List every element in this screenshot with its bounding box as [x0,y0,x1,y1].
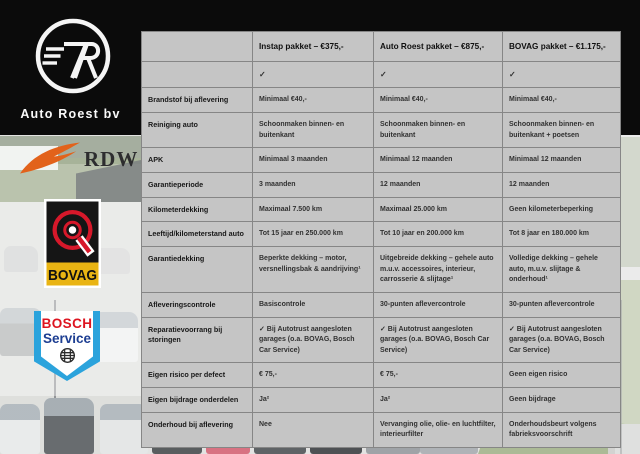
row-value: Minimaal 12 maanden [374,148,503,173]
table-row: Garantieperiode 3 maanden 12 maanden 12 maa… [142,172,621,198]
table-row: Reparatievoorrang bij storingen ✓ Bij Aut… [142,317,621,364]
table-row: Afleveringscontrole Basiscontrole 30-punte… [142,292,621,318]
parked-car [100,404,148,454]
comparison-table: Instap pakket – €375,- Auto Roest pakket… [141,31,621,448]
bovag-logo: BOVAG [44,199,101,293]
row-value: ✓ Bij Autotrust aangesloten garages (o.a… [374,317,503,364]
auto-roest-monogram-icon [35,18,111,94]
bosch-armature-icon [59,347,75,364]
row-value: Ja² [253,387,374,413]
row-value: Schoonmaken binnen- en buitenkant [374,113,503,149]
row-value: Minimaal 3 maanden [253,148,374,173]
row-label: Eigen bijdrage onderdelen [142,387,253,413]
row-value: Schoonmaken binnen- en buitenkant + poet… [503,113,621,149]
row-value: Vervanging olie, olie- en luchtfilter, i… [374,412,503,448]
row-value: Schoonmaken binnen- en buitenkant [253,113,374,149]
parked-car [44,398,94,454]
package-column-header-bovag: BOVAG pakket – €1.175,- [503,32,621,63]
rdw-wing-icon [20,142,81,174]
rdw-text: RDW [84,146,139,171]
row-value: € 75,- [253,363,374,388]
parked-car [0,404,40,454]
row-value: Basiscontrole [253,292,374,318]
row-value: Maximaal 25.000 km [374,197,503,223]
row-value: Tot 10 jaar en 200.000 km [374,222,503,248]
row-value: Uitgebreide dekking – gehele auto m.u.v.… [374,247,503,293]
row-value: Tot 8 jaar en 180.000 km [503,222,621,248]
row-value: Onderhoudsbeurt volgens fabrieksvoorschr… [503,412,621,448]
row-value: Geen kilometerbeperking [503,197,621,223]
table-row: Onderhoud bij aflevering Nee Vervanging ol… [142,412,621,448]
row-label: Afleveringscontrole [142,292,253,318]
row-label: Reparatievoorrang bij storingen [142,317,253,364]
light-pole [54,300,56,454]
row-value: Nee [253,412,374,448]
row-label [142,62,253,89]
row-value: Minimaal 12 maanden [503,148,621,173]
bosch-wordmark: BOSCH [41,316,93,331]
row-value: Geen bijdrage [503,387,621,413]
table-row: Kilometerdekking Maximaal 7.500 km Maximaa… [142,197,621,223]
feature-column-header [142,32,253,63]
row-label: Onderhoud bij aflevering [142,412,253,448]
table-row: Leeftijd/kilometerstand auto Tot 15 jaar … [142,222,621,248]
row-value: Minimaal €40,- [374,88,503,114]
table-body: ✓ ✓ ✓ Brandstof bij aflevering Minimaal €40,… [142,62,621,448]
bosch-shield: BOSCH Service [41,311,93,376]
table-row: Brandstof bij aflevering Minimaal €40,- Mi… [142,88,621,114]
parked-car [4,246,38,272]
row-value: 12 maanden [503,172,621,198]
brand-name: Auto Roest bv [20,107,121,121]
row-label: Eigen risico per defect [142,363,253,388]
table-row: Eigen bijdrage onderdelen Ja² Ja² Geen bijd… [142,387,621,413]
row-label: Garantiedekking [142,247,253,293]
row-value: Beperkte dekking – motor, versnellingsba… [253,247,374,293]
bosch-service-text: Service [42,331,92,346]
trees [617,137,640,267]
row-value: ✓ Bij Autotrust aangesloten garages (o.a… [503,317,621,364]
light-pole [620,300,622,454]
bosch-service-logo: BOSCH Service [34,311,100,381]
row-value: 30-punten aflevercontrole [374,292,503,318]
row-value: 12 maanden [374,172,503,198]
bovag-wheel-icon: BOVAG [44,199,101,288]
row-value: 30-punten aflevercontrole [503,292,621,318]
row-value: Volledige dekking – gehele auto, m.u.v. … [503,247,621,293]
row-label: APK [142,148,253,173]
row-label: Leeftijd/kilometerstand auto [142,222,253,248]
row-value: € 75,- [374,363,503,388]
row-label: Kilometerdekking [142,197,253,223]
row-value: ✓ [253,62,374,89]
table-header-row: Instap pakket – €375,- Auto Roest pakket… [142,32,621,63]
package-column-header-auto-roest: Auto Roest pakket – €875,- [374,32,503,63]
table-row: Reiniging auto Schoonmaken binnen- en bui… [142,113,621,149]
row-value: Geen eigen risico [503,363,621,388]
rdw-logo: RDW [20,142,138,176]
auto-roest-logo: Auto Roest bv [0,0,141,135]
row-label: Reiniging auto [142,113,253,149]
row-label: Garantieperiode [142,172,253,198]
package-column-header-instap: Instap pakket – €375,- [253,32,374,63]
table-row: Eigen risico per defect € 75,- € 75,- Geen … [142,363,621,388]
row-value: Ja² [374,387,503,413]
table-row: APK Minimaal 3 maanden Minimaal 12 maanden… [142,148,621,173]
row-value: Maximaal 7.500 km [253,197,374,223]
row-label: Brandstof bij aflevering [142,88,253,114]
table-row: ✓ ✓ ✓ [142,62,621,89]
row-value: ✓ [374,62,503,89]
row-value: Minimaal €40,- [253,88,374,114]
bovag-text: BOVAG [48,267,97,284]
table-row: Garantiedekking Beperkte dekking – motor,… [142,247,621,293]
row-value: ✓ [503,62,621,89]
row-value: ✓ Bij Autotrust aangesloten garages (o.a… [253,317,374,364]
row-value: Tot 15 jaar en 250.000 km [253,222,374,248]
row-value: Minimaal €40,- [503,88,621,114]
row-value: 3 maanden [253,172,374,198]
